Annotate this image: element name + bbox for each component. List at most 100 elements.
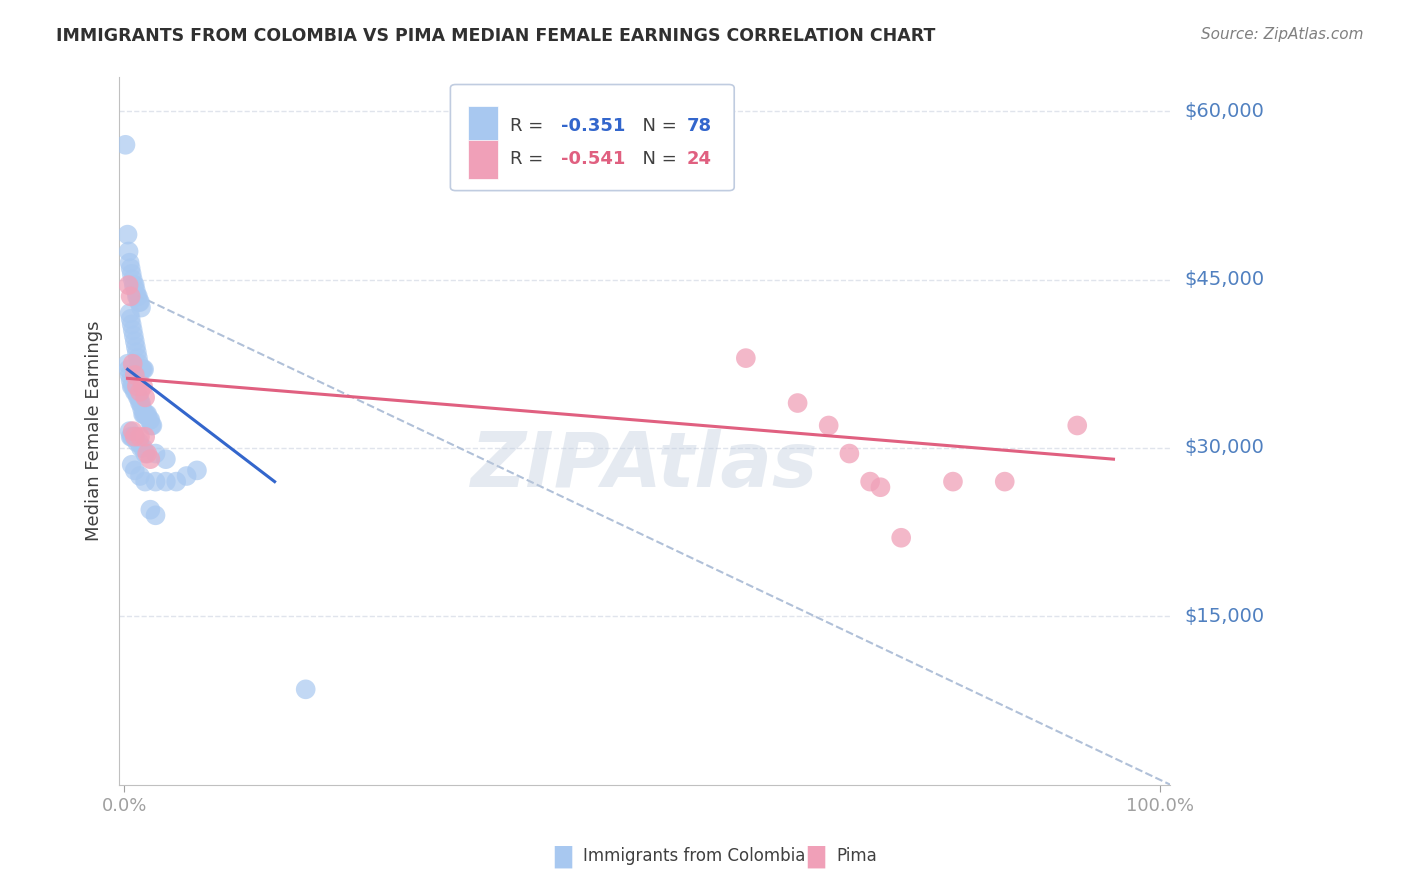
Point: [186, 463, 208, 477]
Point: [114, 137, 136, 152]
Point: [132, 379, 155, 393]
Point: [128, 391, 150, 405]
Point: [294, 682, 316, 697]
Point: [134, 430, 156, 444]
Point: [124, 430, 146, 444]
Point: [121, 318, 143, 332]
Point: [125, 435, 148, 450]
Point: [120, 311, 142, 326]
Point: [121, 357, 143, 371]
Text: Source: ZipAtlas.com: Source: ZipAtlas.com: [1201, 27, 1364, 42]
Point: [135, 407, 157, 421]
Text: $60,000: $60,000: [1184, 102, 1264, 120]
Point: [125, 284, 148, 298]
Point: [132, 407, 155, 421]
Point: [134, 362, 156, 376]
Point: [122, 328, 145, 343]
Text: Pima: Pima: [837, 847, 877, 865]
Point: [145, 446, 167, 460]
Point: [124, 430, 146, 444]
Text: Immigrants from Colombia: Immigrants from Colombia: [583, 847, 806, 865]
Point: [838, 446, 860, 460]
Point: [817, 418, 839, 433]
Point: [120, 261, 142, 276]
Point: [117, 278, 139, 293]
Point: [155, 452, 177, 467]
Point: [121, 272, 143, 286]
Point: [734, 351, 756, 365]
Point: [942, 475, 965, 489]
Point: [121, 379, 143, 393]
Point: [136, 407, 159, 421]
Point: [129, 301, 152, 315]
Point: [136, 446, 159, 460]
Point: [890, 531, 912, 545]
Point: [120, 430, 142, 444]
Point: [129, 295, 152, 310]
Bar: [468, 106, 498, 145]
Point: [128, 357, 150, 371]
Point: [129, 430, 152, 444]
Text: █: █: [554, 845, 571, 868]
Point: [118, 368, 141, 382]
Point: [139, 413, 162, 427]
Point: [118, 424, 141, 438]
Text: $45,000: $45,000: [1184, 270, 1264, 289]
Point: [129, 384, 152, 399]
Point: [129, 362, 152, 376]
Text: -0.351: -0.351: [561, 117, 626, 135]
Point: [176, 469, 198, 483]
Point: [129, 469, 152, 483]
Text: ZIPAtlas: ZIPAtlas: [471, 429, 818, 503]
Text: R =: R =: [510, 151, 550, 169]
Point: [129, 396, 152, 410]
Point: [129, 362, 152, 376]
Point: [128, 435, 150, 450]
Text: 24: 24: [688, 151, 711, 169]
Point: [139, 452, 162, 467]
Text: N =: N =: [631, 151, 683, 169]
Point: [118, 255, 141, 269]
Point: [132, 362, 155, 376]
Point: [859, 475, 882, 489]
FancyBboxPatch shape: [450, 85, 734, 191]
Point: [786, 396, 808, 410]
Point: [134, 407, 156, 421]
Text: R =: R =: [510, 117, 550, 135]
Point: [117, 357, 139, 371]
Point: [131, 401, 153, 416]
Point: [127, 351, 149, 365]
Point: [124, 463, 146, 477]
Point: [121, 323, 143, 337]
Point: [122, 278, 145, 293]
Point: [127, 391, 149, 405]
Y-axis label: Median Female Earnings: Median Female Earnings: [86, 321, 103, 541]
Point: [125, 384, 148, 399]
Bar: [468, 140, 498, 178]
Point: [125, 289, 148, 303]
Point: [117, 244, 139, 259]
Text: █: █: [807, 845, 824, 868]
Point: [134, 391, 156, 405]
Point: [869, 480, 891, 494]
Text: -0.541: -0.541: [561, 151, 626, 169]
Point: [122, 379, 145, 393]
Point: [124, 368, 146, 382]
Point: [139, 502, 162, 516]
Point: [121, 267, 143, 281]
Point: [118, 306, 141, 320]
Text: IMMIGRANTS FROM COLOMBIA VS PIMA MEDIAN FEMALE EARNINGS CORRELATION CHART: IMMIGRANTS FROM COLOMBIA VS PIMA MEDIAN …: [56, 27, 935, 45]
Point: [121, 458, 143, 472]
Text: $30,000: $30,000: [1184, 439, 1264, 458]
Point: [124, 384, 146, 399]
Point: [128, 295, 150, 310]
Text: 78: 78: [688, 117, 711, 135]
Point: [155, 475, 177, 489]
Point: [120, 289, 142, 303]
Point: [127, 289, 149, 303]
Point: [134, 475, 156, 489]
Point: [121, 424, 143, 438]
Point: [145, 475, 167, 489]
Text: N =: N =: [631, 117, 683, 135]
Text: $15,000: $15,000: [1184, 607, 1264, 626]
